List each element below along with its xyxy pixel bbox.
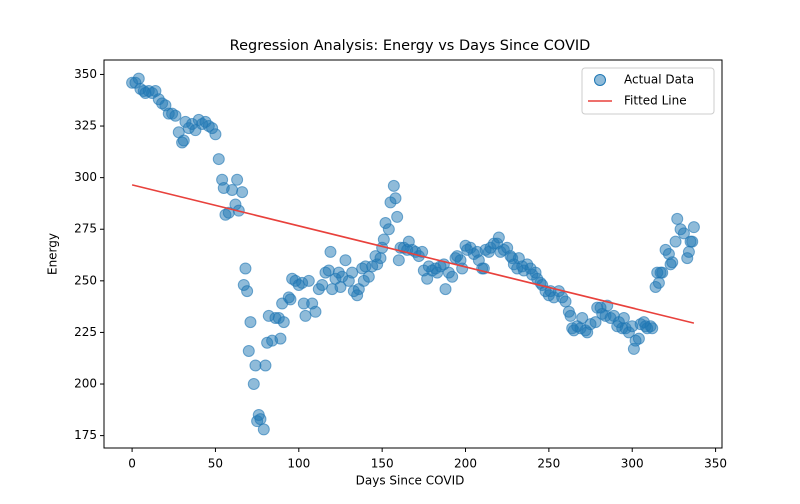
data-point	[416, 245, 429, 258]
plot-area	[103, 59, 723, 449]
legend-marker	[594, 74, 606, 86]
data-point	[346, 266, 359, 279]
data-point	[389, 192, 402, 205]
data-point	[249, 359, 262, 372]
data-point	[302, 274, 315, 287]
data-point	[439, 283, 452, 296]
x-tick-label: 350	[704, 457, 727, 471]
data-point	[589, 316, 602, 329]
data-point	[446, 270, 459, 283]
data-point	[257, 423, 270, 436]
y-tick-label: 300	[74, 170, 97, 184]
data-point	[362, 270, 375, 283]
data-point	[677, 227, 690, 240]
data-point	[387, 179, 400, 192]
data-point	[339, 254, 352, 267]
y-tick-label: 200	[74, 377, 97, 391]
legend-box	[581, 67, 715, 115]
data-point	[247, 378, 260, 391]
data-point	[254, 413, 267, 426]
data-point	[239, 262, 252, 275]
x-tick-label: 0	[128, 457, 136, 471]
fitted-line	[131, 184, 695, 324]
x-tick-label: 200	[454, 457, 477, 471]
data-point	[241, 285, 254, 298]
data-point	[274, 332, 287, 345]
data-point	[324, 245, 337, 258]
data-point	[656, 266, 669, 279]
y-tick-label: 275	[74, 222, 97, 236]
data-point	[132, 72, 145, 85]
data-point	[309, 305, 322, 318]
data-point	[236, 186, 249, 199]
y-axis-label: Energy	[46, 233, 60, 275]
data-point	[391, 210, 404, 223]
data-point	[284, 293, 297, 306]
x-tick-label: 300	[621, 457, 644, 471]
data-point	[669, 235, 682, 248]
y-tick-label: 350	[74, 67, 97, 81]
data-point	[632, 332, 645, 345]
data-point	[686, 235, 699, 248]
data-point	[377, 233, 390, 246]
data-point	[576, 311, 589, 324]
chart-title: Regression Analysis: Energy vs Days Sinc…	[230, 38, 591, 54]
data-point	[169, 109, 182, 122]
y-tick-label: 250	[74, 273, 97, 287]
data-point	[682, 245, 695, 258]
data-point	[564, 309, 577, 322]
y-tick-label: 325	[74, 119, 97, 133]
data-point	[316, 278, 329, 291]
data-point	[242, 345, 255, 357]
data-point	[277, 316, 290, 329]
data-point	[492, 231, 505, 244]
data-point	[559, 295, 572, 308]
x-tick-label: 100	[287, 457, 310, 471]
data-point	[177, 134, 190, 147]
data-point	[382, 223, 395, 236]
data-point	[671, 212, 684, 225]
y-tick-label: 175	[74, 428, 97, 442]
y-tick-label: 225	[74, 325, 97, 339]
data-point	[226, 184, 239, 197]
data-point	[392, 254, 405, 267]
x-tick-label: 150	[371, 457, 394, 471]
data-point	[299, 309, 312, 322]
data-point	[374, 252, 387, 265]
legend-label: Fitted Line	[624, 94, 687, 108]
data-point	[259, 359, 272, 372]
data-point	[212, 153, 225, 166]
data-point	[652, 276, 665, 289]
x-tick-label: 250	[537, 457, 560, 471]
data-point	[231, 173, 244, 186]
x-tick-label: 50	[208, 457, 223, 471]
data-point	[687, 221, 700, 234]
data-point	[617, 311, 630, 324]
data-point	[646, 322, 659, 335]
x-axis-label: Days Since COVID	[356, 474, 465, 488]
data-point	[666, 256, 679, 269]
legend-label: Actual Data	[624, 73, 694, 87]
data-point	[209, 128, 222, 141]
data-point	[244, 316, 257, 329]
